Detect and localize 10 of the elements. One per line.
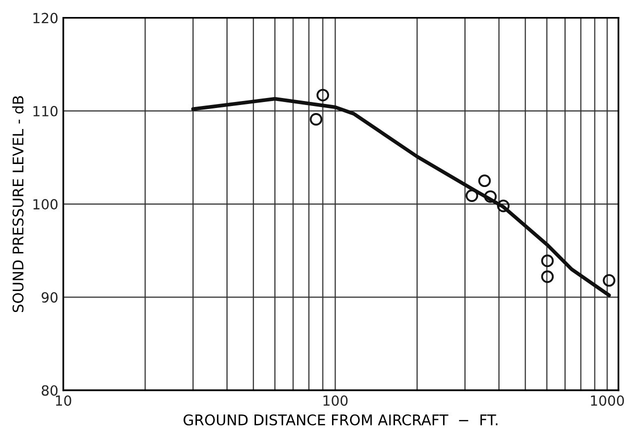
x-axis-title: GROUND DISTANCE FROM AIRCRAFT − FT.: [184, 414, 498, 426]
x-tick-label: 100: [324, 395, 348, 406]
x-tick-label: 1000: [591, 395, 624, 406]
y-tick-label: 90: [42, 292, 58, 303]
y-tick-label: 100: [33, 199, 58, 210]
y-axis-title: SOUND PRESSURE LEVEL - dB: [12, 96, 24, 312]
y-tick-label: 120: [33, 12, 58, 24]
y-tick-label: 110: [33, 106, 58, 116]
y-tick-label: 80: [42, 385, 58, 396]
x-tick-label: 10: [56, 395, 72, 406]
